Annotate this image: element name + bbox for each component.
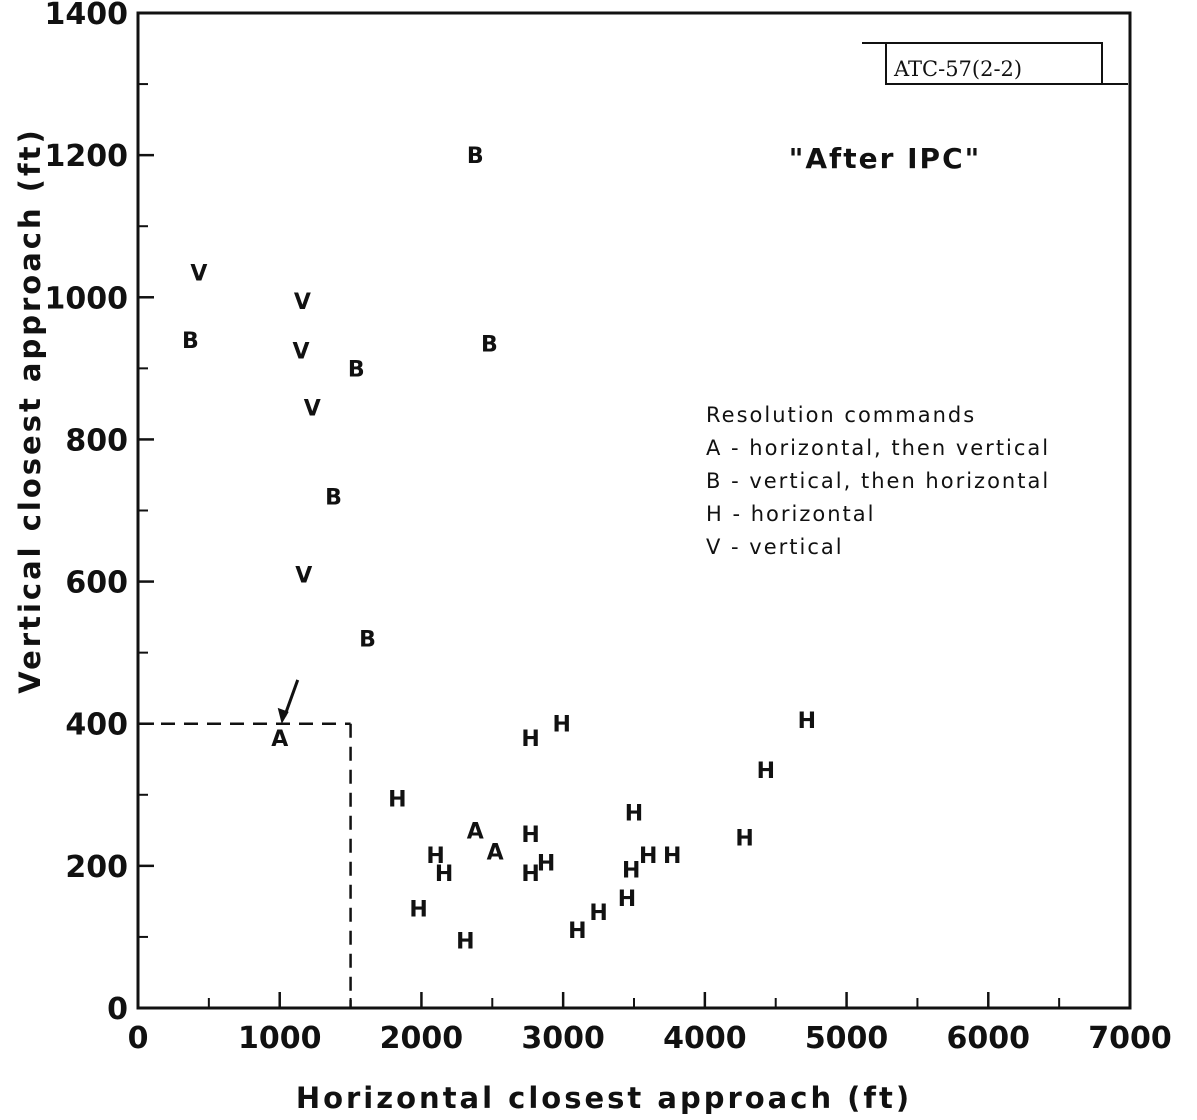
data-point-b: B — [348, 357, 365, 382]
x-tick-label: 1000 — [238, 1021, 322, 1056]
y-tick-label: 600 — [65, 566, 128, 601]
x-tick-label: 2000 — [380, 1021, 464, 1056]
data-point-h: H — [663, 844, 681, 869]
x-tick-label: 5000 — [805, 1021, 889, 1056]
data-point-h: H — [388, 787, 406, 812]
data-point-h: H — [553, 713, 571, 738]
data-point-v: V — [295, 563, 312, 588]
x-tick-label: 4000 — [663, 1021, 747, 1056]
x-tick-label: 3000 — [521, 1021, 605, 1056]
data-point-v: V — [190, 261, 207, 286]
y-tick-label: 400 — [65, 708, 128, 743]
legend-entry: A - horizontal, then vertical — [706, 436, 1050, 460]
chart-title: "After IPC" — [789, 142, 981, 175]
pointer-arrow-head — [277, 707, 289, 724]
data-point-a: A — [467, 819, 484, 844]
data-point-b: B — [325, 485, 342, 510]
data-point-h: H — [456, 929, 474, 954]
data-point-h: H — [622, 858, 640, 883]
data-point-h: H — [435, 862, 453, 887]
data-point-h: H — [426, 844, 444, 869]
axes-group: 0 1000 2000 3000 4000 5000 6000 7000 0 200 400 600 8… — [13, 0, 1172, 1115]
annotations-group: "After IPC" ATC-57(2-2) Resolution command… — [138, 42, 1128, 1008]
data-point-b: B — [359, 627, 376, 652]
data-point-h: H — [735, 826, 753, 851]
data-point-b: B — [182, 329, 199, 354]
pointer-arrow-line — [283, 679, 300, 717]
x-tick-label: 6000 — [947, 1021, 1031, 1056]
y-tick-label: 800 — [65, 423, 128, 458]
data-point-h: H — [798, 709, 816, 734]
data-point-h: H — [568, 919, 586, 944]
y-tick-label: 1200 — [45, 139, 129, 174]
x-tick-label: 7000 — [1088, 1021, 1172, 1056]
y-tick-label: 200 — [65, 850, 128, 885]
data-point-a: A — [271, 727, 288, 752]
y-axis-title: Vertical closest approach (ft) — [13, 127, 47, 693]
legend-entry: B - vertical, then horizontal — [706, 469, 1050, 493]
data-point-h: H — [639, 844, 657, 869]
data-point-b: B — [467, 144, 484, 169]
legend-entry: H - horizontal — [706, 502, 875, 526]
y-tick-label: 0 — [107, 992, 128, 1027]
x-tick-label: 0 — [128, 1021, 149, 1056]
data-point-a: A — [487, 841, 504, 866]
legend-entry: V - vertical — [706, 535, 844, 559]
y-tick-label: 1400 — [45, 0, 129, 32]
data-point-h: H — [521, 862, 539, 887]
x-axis-title: Horizontal closest approach (ft) — [296, 1081, 912, 1115]
data-point-b: B — [481, 332, 498, 357]
data-point-h: H — [589, 901, 607, 926]
data-point-v: V — [294, 290, 311, 315]
data-point-v: V — [292, 340, 309, 365]
data-point-h: H — [618, 887, 636, 912]
data-point-h: H — [521, 823, 539, 848]
legend-title: Resolution commands — [706, 403, 976, 427]
data-point-h: H — [537, 851, 555, 876]
data-point-h: H — [409, 898, 427, 923]
data-point-h: H — [521, 727, 539, 752]
data-point-h: H — [757, 759, 775, 784]
stamp-label: ATC-57(2-2) — [893, 57, 1022, 81]
data-point-h: H — [625, 802, 643, 827]
y-tick-label: 1000 — [45, 281, 129, 316]
data-point-v: V — [304, 396, 321, 421]
